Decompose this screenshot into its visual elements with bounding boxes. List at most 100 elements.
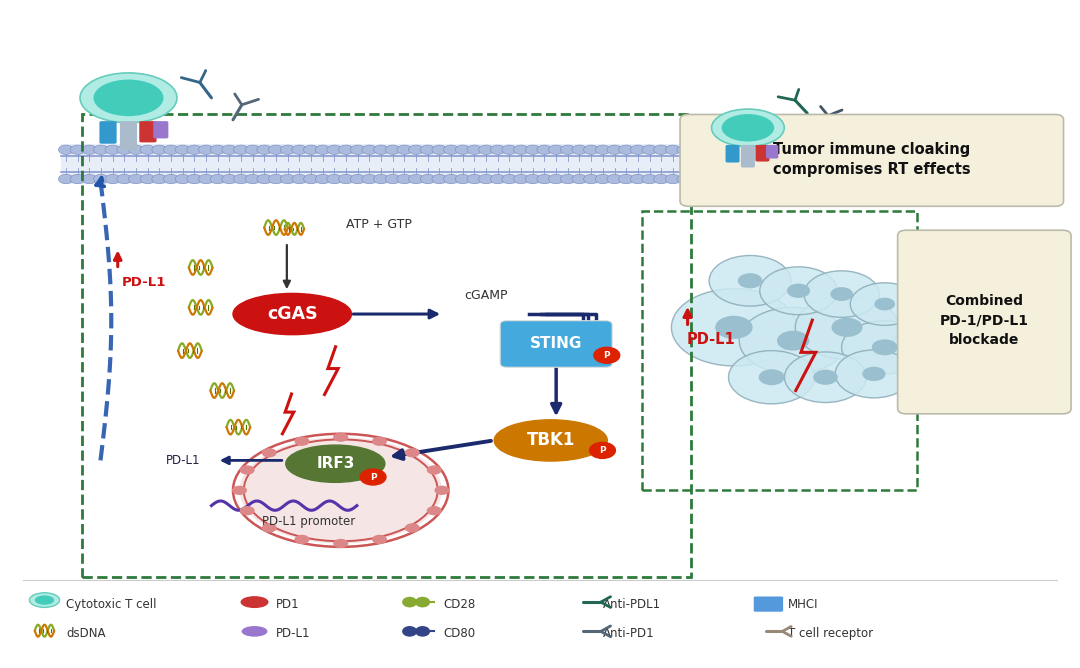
Bar — [82, 114, 691, 576]
Circle shape — [350, 174, 365, 184]
Text: CD28: CD28 — [443, 598, 475, 611]
Circle shape — [232, 486, 247, 495]
Circle shape — [280, 174, 295, 184]
Circle shape — [362, 145, 377, 154]
Circle shape — [456, 174, 470, 184]
Ellipse shape — [241, 596, 269, 608]
Circle shape — [199, 174, 214, 184]
Circle shape — [549, 145, 564, 154]
Circle shape — [561, 174, 576, 184]
Circle shape — [315, 174, 330, 184]
FancyBboxPatch shape — [99, 121, 117, 144]
Circle shape — [94, 145, 109, 154]
Circle shape — [831, 287, 853, 301]
Circle shape — [478, 174, 494, 184]
Circle shape — [787, 284, 810, 298]
Circle shape — [456, 145, 470, 154]
Circle shape — [607, 174, 622, 184]
Circle shape — [360, 469, 386, 485]
Text: Anti-PD1: Anti-PD1 — [603, 627, 654, 640]
Text: Tumor immune cloaking
compromises RT effects: Tumor immune cloaking compromises RT eff… — [773, 142, 971, 177]
Circle shape — [653, 174, 669, 184]
Circle shape — [427, 466, 442, 475]
Circle shape — [295, 535, 310, 544]
Circle shape — [163, 145, 178, 154]
Ellipse shape — [712, 109, 784, 146]
Circle shape — [257, 145, 272, 154]
FancyBboxPatch shape — [680, 114, 1064, 206]
Circle shape — [813, 369, 838, 385]
Circle shape — [689, 174, 704, 184]
Circle shape — [245, 145, 260, 154]
Circle shape — [835, 350, 913, 398]
Circle shape — [689, 145, 704, 154]
Ellipse shape — [415, 626, 430, 637]
Text: dsDNA: dsDNA — [66, 627, 106, 640]
Circle shape — [240, 466, 255, 475]
Ellipse shape — [286, 445, 384, 482]
Circle shape — [140, 145, 156, 154]
Circle shape — [405, 523, 420, 532]
Ellipse shape — [402, 597, 417, 607]
Text: STING: STING — [530, 337, 582, 351]
Circle shape — [362, 174, 377, 184]
Circle shape — [642, 145, 657, 154]
Circle shape — [738, 273, 762, 289]
Circle shape — [261, 523, 276, 532]
Circle shape — [233, 145, 248, 154]
Ellipse shape — [495, 420, 607, 461]
Circle shape — [333, 432, 348, 442]
Circle shape — [804, 271, 879, 317]
Circle shape — [607, 145, 622, 154]
Circle shape — [211, 145, 226, 154]
Text: PD1: PD1 — [276, 598, 300, 611]
Circle shape — [386, 174, 401, 184]
Circle shape — [333, 539, 348, 548]
Circle shape — [187, 174, 202, 184]
Circle shape — [514, 174, 529, 184]
Circle shape — [444, 145, 459, 154]
Circle shape — [280, 145, 295, 154]
Circle shape — [386, 145, 401, 154]
Circle shape — [872, 339, 897, 355]
Circle shape — [850, 283, 919, 325]
Circle shape — [502, 174, 517, 184]
Circle shape — [740, 307, 847, 374]
Circle shape — [199, 145, 214, 154]
Circle shape — [795, 295, 899, 359]
Circle shape — [572, 174, 588, 184]
Circle shape — [175, 145, 190, 154]
Circle shape — [525, 145, 540, 154]
Circle shape — [405, 448, 420, 458]
Circle shape — [129, 145, 144, 154]
Circle shape — [595, 145, 610, 154]
Circle shape — [537, 174, 552, 184]
Text: ATP + GTP: ATP + GTP — [346, 218, 411, 230]
Circle shape — [420, 145, 435, 154]
Circle shape — [350, 145, 365, 154]
Circle shape — [152, 174, 167, 184]
Circle shape — [619, 174, 634, 184]
Circle shape — [140, 174, 156, 184]
Ellipse shape — [402, 626, 417, 637]
FancyBboxPatch shape — [500, 321, 612, 367]
Circle shape — [269, 145, 284, 154]
Circle shape — [105, 145, 120, 154]
Circle shape — [594, 347, 620, 363]
Text: P: P — [604, 351, 610, 360]
Circle shape — [303, 174, 319, 184]
Circle shape — [408, 145, 423, 154]
Text: PD-L1: PD-L1 — [122, 276, 166, 289]
Circle shape — [525, 174, 540, 184]
Text: Cytotoxic T cell: Cytotoxic T cell — [66, 598, 157, 611]
Circle shape — [372, 437, 387, 446]
Circle shape — [245, 174, 260, 184]
Text: IRF3: IRF3 — [316, 456, 354, 471]
Circle shape — [631, 174, 646, 184]
Circle shape — [434, 486, 449, 495]
Circle shape — [467, 174, 482, 184]
Circle shape — [117, 174, 132, 184]
Circle shape — [478, 145, 494, 154]
Circle shape — [619, 145, 634, 154]
Circle shape — [427, 506, 442, 515]
